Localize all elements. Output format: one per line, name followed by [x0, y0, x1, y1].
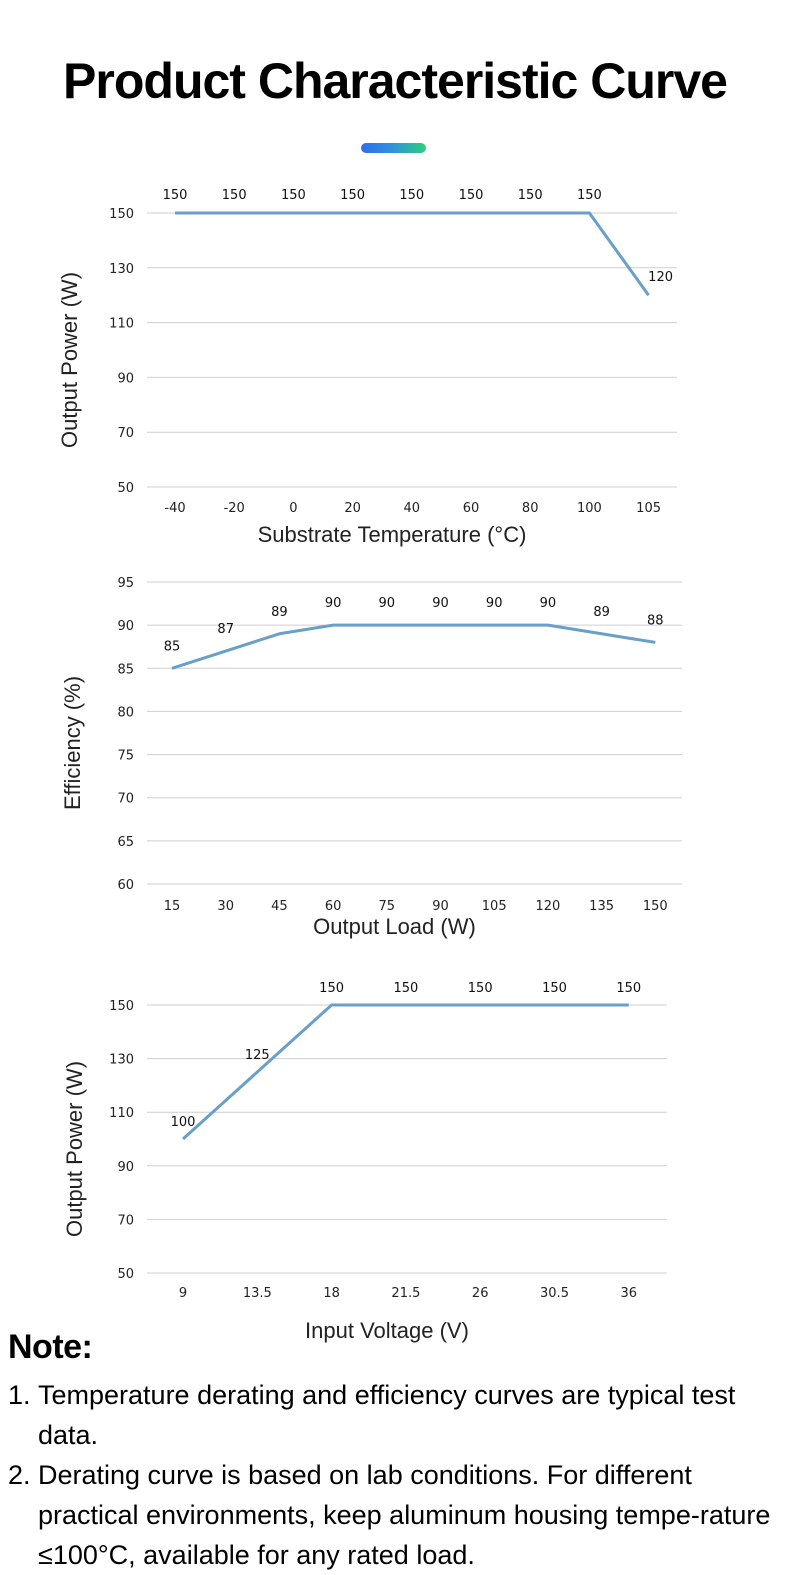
note-number: 2.: [8, 1460, 31, 1490]
x-tick-label: 120: [535, 899, 560, 914]
note-text: Derating curve is based on lab condition…: [38, 1460, 771, 1570]
data-label: 90: [486, 596, 503, 611]
data-label: 150: [542, 981, 567, 996]
y-tick-label: 60: [117, 878, 134, 893]
title-accent-bar: [361, 143, 426, 153]
x-tick-label: 105: [482, 899, 507, 914]
data-label: 90: [540, 596, 557, 611]
y-axis-title: Efficiency (%): [60, 676, 85, 810]
data-label: 150: [319, 981, 344, 996]
data-label: 150: [518, 188, 543, 203]
note-text: Temperature derating and efficiency curv…: [38, 1380, 736, 1450]
y-tick-label: 50: [117, 481, 134, 496]
data-label: 150: [393, 981, 418, 996]
data-label: 89: [593, 605, 610, 620]
chart-efficiency-load: 60 65 70 75 80 85 90 95 15 30 45 60 75 90 105 120 135 150…: [60, 576, 682, 939]
note-item: 2. Derating curve is based on lab condit…: [8, 1455, 783, 1575]
series-line: [181, 1003, 629, 1141]
x-tick-label: 135: [589, 899, 614, 914]
x-tick-label: -40: [164, 501, 185, 516]
x-tick-label: -20: [224, 501, 245, 516]
y-tick-label: 65: [117, 835, 134, 850]
data-label: 120: [648, 270, 673, 285]
data-label: 150: [340, 188, 365, 203]
y-tick-label: 90: [117, 619, 134, 634]
x-tick-label: 45: [271, 899, 288, 914]
y-tick-label: 130: [109, 1053, 134, 1068]
note-item: 1. Temperature derating and efficiency c…: [8, 1375, 783, 1455]
note-number: 1.: [8, 1380, 31, 1410]
x-tick-label: 105: [636, 501, 661, 516]
data-label: 150: [577, 188, 602, 203]
x-tick-label: 21.5: [391, 1286, 420, 1301]
x-tick-label: 15: [164, 899, 181, 914]
x-axis-title: Input Voltage (V): [305, 1318, 469, 1343]
x-tick-label: 100: [577, 501, 602, 516]
data-label: 85: [164, 639, 181, 654]
x-tick-label: 20: [344, 501, 361, 516]
y-tick-label: 70: [117, 1213, 134, 1228]
data-label: 150: [468, 981, 493, 996]
x-tick-label: 60: [463, 501, 480, 516]
data-label: 150: [281, 188, 306, 203]
x-tick-label: 9: [179, 1286, 187, 1301]
x-tick-label: 75: [379, 899, 396, 914]
x-tick-label: 30.5: [540, 1286, 569, 1301]
y-tick-label: 80: [117, 705, 134, 720]
y-tick-label: 110: [109, 317, 134, 332]
x-tick-label: 90: [432, 899, 449, 914]
notes-section: Note: 1. Temperature derating and effici…: [8, 1328, 783, 1575]
page-title: Product Characteristic Curve: [63, 53, 728, 109]
y-tick-label: 150: [109, 207, 134, 222]
data-label: 90: [432, 596, 449, 611]
y-tick-label: 85: [117, 662, 134, 677]
data-label: 150: [163, 188, 188, 203]
x-tick-label: 18: [323, 1286, 340, 1301]
x-axis-title: Substrate Temperature (°C): [258, 522, 527, 547]
data-label: 150: [459, 188, 484, 203]
y-tick-label: 70: [117, 426, 134, 441]
data-label: 150: [222, 188, 247, 203]
y-tick-label: 95: [117, 576, 134, 591]
x-tick-label: 13.5: [243, 1286, 272, 1301]
y-tick-label: 130: [109, 262, 134, 277]
data-label: 100: [171, 1115, 196, 1130]
y-axis-title: Output Power (W): [57, 272, 82, 448]
data-label: 150: [616, 981, 641, 996]
x-tick-label: 40: [404, 501, 421, 516]
y-tick-label: 90: [117, 371, 134, 386]
x-tick-label: 150: [643, 899, 668, 914]
notes-heading: Note:: [8, 1328, 93, 1366]
series-line: [171, 623, 656, 670]
x-tick-label: 26: [472, 1286, 489, 1301]
x-tick-label: 80: [522, 501, 539, 516]
x-tick-label: 30: [217, 899, 234, 914]
x-tick-label: 36: [621, 1286, 638, 1301]
chart-temperature-derating: 50 70 90 110 130 150 -40 -20 0 20 40 60 80 100 105 150 1…: [57, 188, 677, 547]
y-tick-label: 75: [117, 749, 134, 764]
y-tick-label: 70: [117, 792, 134, 807]
data-label: 90: [379, 596, 396, 611]
data-label: 150: [399, 188, 424, 203]
data-label: 90: [325, 596, 342, 611]
y-tick-label: 90: [117, 1160, 134, 1175]
x-tick-label: 0: [289, 501, 297, 516]
x-tick-label: 60: [325, 899, 342, 914]
y-tick-label: 50: [117, 1267, 134, 1282]
data-label: 125: [245, 1048, 270, 1063]
data-label: 87: [217, 622, 234, 637]
x-axis-title: Output Load (W): [313, 914, 476, 939]
y-tick-label: 110: [109, 1106, 134, 1121]
chart-power-voltage: 50 70 90 110 130 150 9 13.5 18 21.5 26 30.5 36 100 125…: [62, 981, 667, 1343]
data-label: 89: [271, 605, 288, 620]
y-tick-label: 150: [109, 999, 134, 1014]
y-axis-title: Output Power (W): [62, 1061, 87, 1237]
series-line: [175, 211, 650, 297]
data-label: 88: [647, 613, 664, 628]
